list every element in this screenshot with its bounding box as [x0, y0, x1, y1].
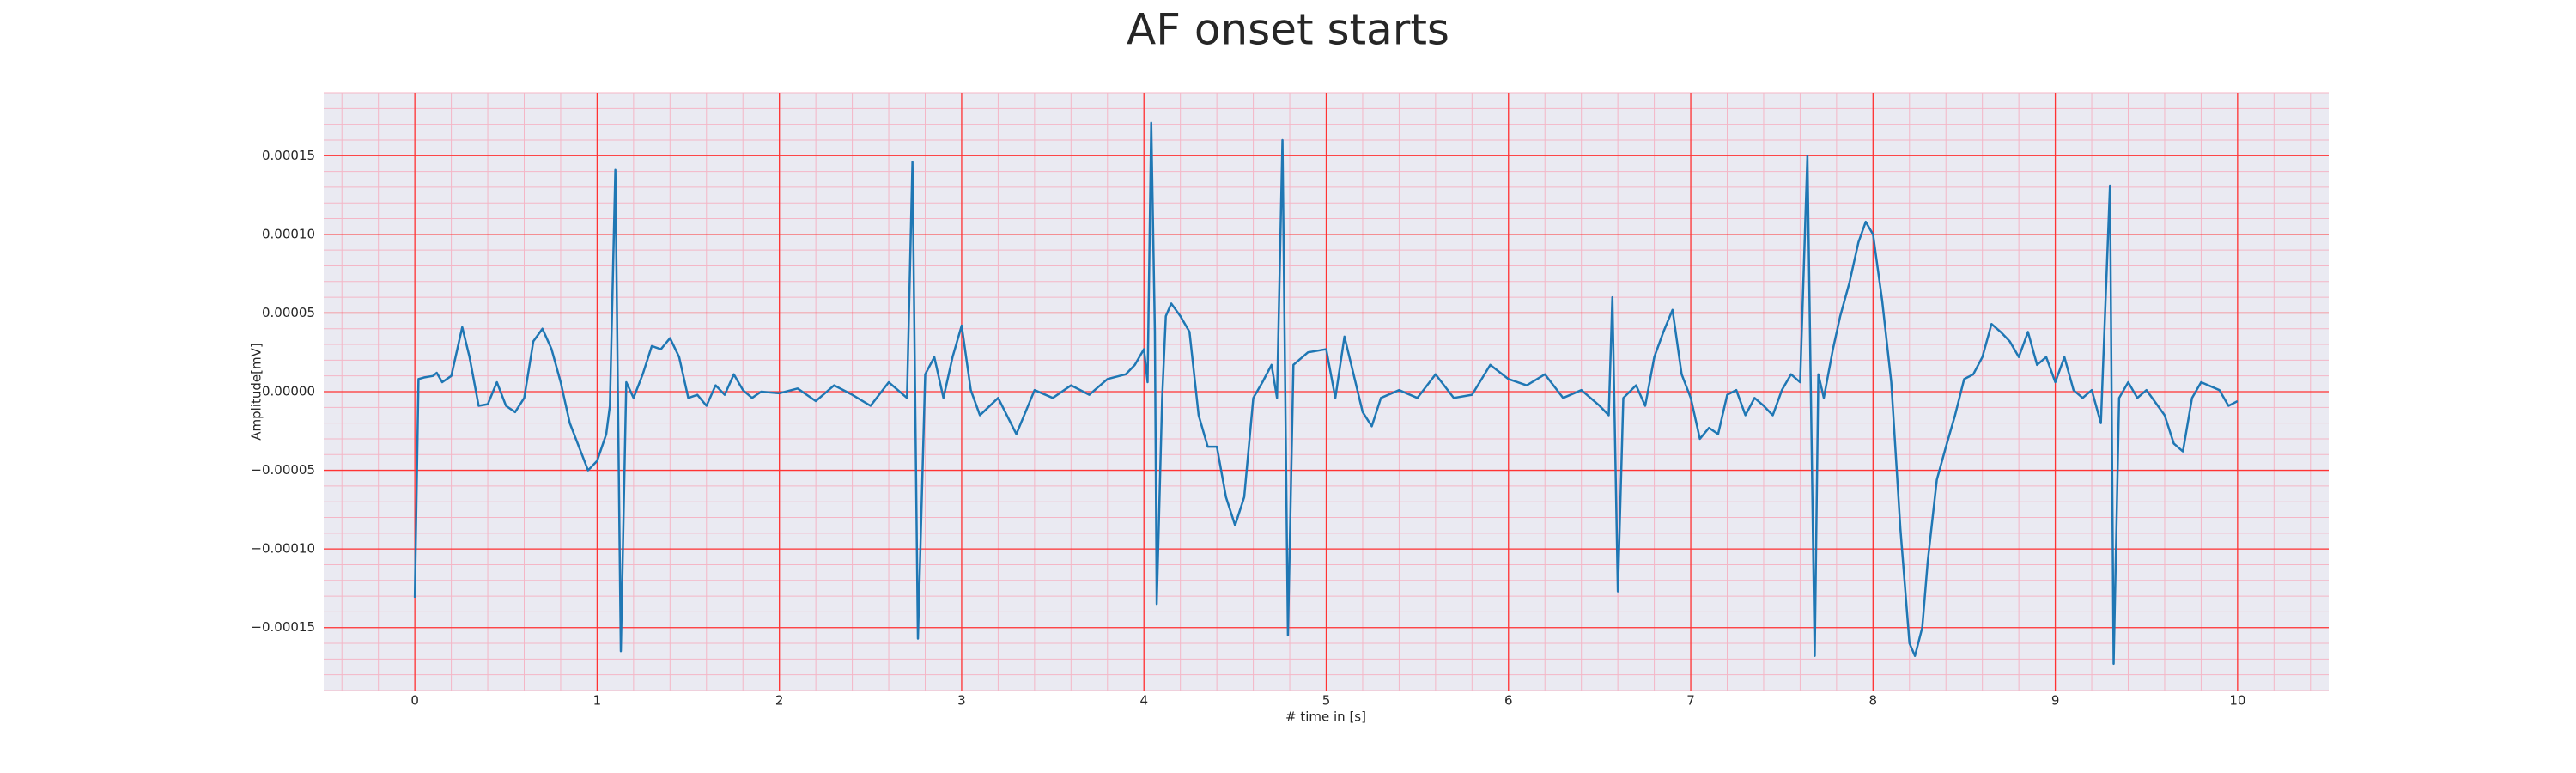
x-tick-label: 8 — [1869, 693, 1878, 709]
y-tick-label: 0.00015 — [262, 148, 315, 163]
x-axis-label: # time in [s] — [1285, 709, 1366, 725]
y-tick-label: 0.00005 — [262, 305, 315, 320]
x-tick-label: 3 — [957, 693, 966, 709]
y-tick-label: 0.00000 — [262, 384, 315, 399]
x-tick-label: 0 — [410, 693, 419, 709]
y-tick-label: −0.00015 — [251, 619, 315, 635]
y-axis-label: Amplitude[mV] — [249, 343, 264, 440]
chart-title: AF onset starts — [1127, 5, 1449, 55]
x-tick-label: 4 — [1139, 693, 1148, 709]
x-tick-label: 5 — [1322, 693, 1331, 709]
y-tick-label: −0.00005 — [251, 462, 315, 478]
major-grid — [324, 93, 2329, 691]
x-tick-label: 10 — [2229, 693, 2245, 709]
y-tick-label: −0.00010 — [251, 541, 315, 557]
x-tick-label: 7 — [1686, 693, 1695, 709]
y-tick-label: 0.00010 — [262, 226, 315, 241]
x-tick-label: 6 — [1504, 693, 1513, 709]
x-tick-label: 9 — [2051, 693, 2060, 709]
x-tick-label: 2 — [775, 693, 784, 709]
x-tick-label: 1 — [593, 693, 602, 709]
ecg-line — [413, 121, 2239, 666]
